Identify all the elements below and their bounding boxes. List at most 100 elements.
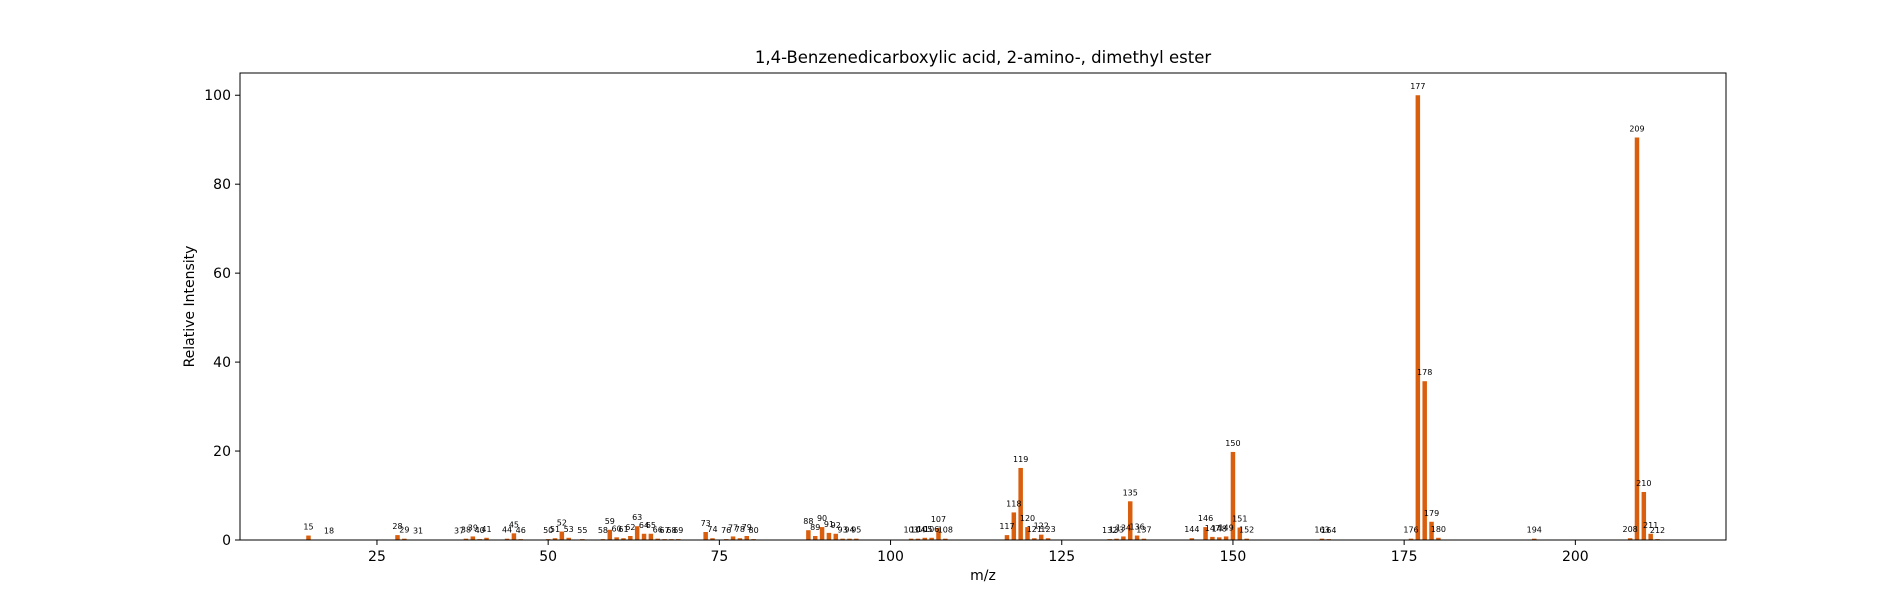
- peak-label-53: 53: [564, 525, 574, 534]
- peak-bar-123: [1045, 538, 1051, 540]
- peak-bar-28: [395, 535, 400, 540]
- peak-label-18: 18: [324, 527, 334, 536]
- peak-bar-94: [847, 538, 852, 540]
- peak-bar-146: [1203, 527, 1208, 540]
- peak-bar-119: [1018, 467, 1023, 540]
- peak-label-76: 76: [721, 526, 731, 535]
- peak-label-105: 105: [917, 525, 932, 534]
- peak-bar-88: [806, 530, 811, 540]
- peak-label-46: 46: [516, 526, 526, 535]
- peak-label-31: 31: [413, 527, 423, 536]
- peak-label-91: 91: [824, 520, 834, 529]
- peak-label-73: 73: [701, 519, 711, 528]
- peak-label-151: 151: [1232, 515, 1247, 524]
- peak-bar-73: [703, 531, 708, 540]
- peak-label-134: 134: [1116, 523, 1131, 532]
- peak-bar-210: [1641, 491, 1647, 540]
- peak-label-38: 38: [461, 526, 471, 535]
- peak-label-177: 177: [1410, 82, 1425, 91]
- peak-label-94: 94: [844, 526, 854, 535]
- x-tick-label: 175: [1391, 549, 1418, 565]
- peak-bar-144: [1189, 538, 1195, 540]
- peak-bar-179: [1429, 521, 1434, 540]
- peak-label-135: 135: [1123, 488, 1138, 497]
- peak-label-178: 178: [1417, 368, 1432, 377]
- peak-bar-149: [1223, 536, 1229, 540]
- peak-label-39: 39: [468, 523, 478, 532]
- peak-label-208: 208: [1622, 525, 1637, 534]
- y-tick-label: 80: [213, 177, 231, 193]
- peak-label-152: 152: [1239, 526, 1254, 535]
- x-tick-label: 75: [710, 549, 728, 565]
- peak-bar-29: [402, 538, 407, 540]
- y-tick-label: 100: [204, 88, 231, 104]
- peak-label-61: 61: [618, 525, 628, 534]
- peak-label-63: 63: [632, 513, 642, 522]
- peak-bar-79: [744, 536, 749, 540]
- peak-bar-180: [1436, 537, 1441, 540]
- peak-bar-209: [1634, 137, 1640, 541]
- peak-bar-118: [1011, 512, 1017, 540]
- peak-label-64: 64: [639, 521, 649, 530]
- x-tick-label: 150: [1220, 549, 1247, 565]
- x-tick-label: 100: [877, 549, 904, 565]
- peak-label-41: 41: [481, 525, 491, 534]
- peak-bar-133: [1114, 538, 1119, 540]
- peak-label-210: 210: [1636, 479, 1651, 488]
- peak-bar-163: [1319, 538, 1325, 540]
- peak-label-89: 89: [810, 523, 820, 532]
- peak-label-77: 77: [728, 523, 738, 532]
- peak-label-67: 67: [659, 526, 669, 535]
- peak-bar-137: [1141, 538, 1147, 540]
- peak-bar-108: [943, 538, 948, 540]
- peak-bar-152: [1244, 538, 1249, 540]
- peak-label-148: 148: [1212, 524, 1227, 533]
- y-axis-ticks: 0 20 40 60 80 100: [204, 88, 240, 549]
- peak-bar-78: [737, 538, 743, 540]
- peak-label-88: 88: [803, 517, 813, 526]
- peak-label-119: 119: [1013, 455, 1028, 464]
- peak-label-65: 65: [646, 521, 656, 530]
- peak-bar-93: [840, 538, 845, 540]
- peak-label-55: 55: [577, 526, 587, 535]
- peak-bar-51: [552, 538, 558, 540]
- peak-bar-120: [1025, 527, 1030, 540]
- y-tick-label: 0: [222, 533, 231, 549]
- peak-label-163: 163: [1314, 526, 1329, 535]
- peak-label-66: 66: [653, 526, 663, 535]
- peak-label-133: 133: [1109, 526, 1124, 535]
- peak-bar-65: [648, 533, 654, 540]
- peak-bar-44: [504, 538, 510, 540]
- peak-label-121: 121: [1027, 525, 1042, 534]
- peak-label-194: 194: [1527, 526, 1542, 535]
- peak-label-149: 149: [1218, 523, 1233, 532]
- peak-bar-194: [1532, 538, 1537, 540]
- peak-bar-45: [511, 533, 517, 540]
- peak-label-106: 106: [924, 525, 939, 534]
- peak-bar-106: [929, 537, 934, 540]
- peak-label-144: 144: [1184, 525, 1199, 534]
- peak-label-79: 79: [742, 523, 752, 532]
- y-tick-label: 60: [213, 266, 231, 282]
- peak-label-117: 117: [999, 522, 1014, 531]
- peak-bar-62: [628, 536, 633, 540]
- peak-label-44: 44: [502, 526, 512, 535]
- peak-bar-105: [922, 537, 928, 540]
- peak-bar-150: [1230, 451, 1236, 540]
- peak-bar-177: [1415, 95, 1421, 541]
- peak-bar-134: [1121, 536, 1126, 540]
- peak-bar-148: [1217, 537, 1222, 540]
- peak-label-179: 179: [1424, 509, 1439, 518]
- peak-label-45: 45: [509, 520, 519, 529]
- chart-title: 1,4-Benzenedicarboxylic acid, 2-amino-, …: [755, 48, 1211, 67]
- peak-label-180: 180: [1431, 525, 1446, 534]
- peak-label-69: 69: [673, 526, 683, 535]
- peak-label-15: 15: [303, 523, 313, 532]
- peak-bar-122: [1038, 534, 1044, 540]
- peak-bar-59: [607, 529, 613, 540]
- peak-bar-89: [812, 536, 818, 540]
- peak-label-37: 37: [454, 527, 464, 536]
- peak-bar-52: [559, 531, 565, 540]
- peak-label-28: 28: [392, 522, 402, 531]
